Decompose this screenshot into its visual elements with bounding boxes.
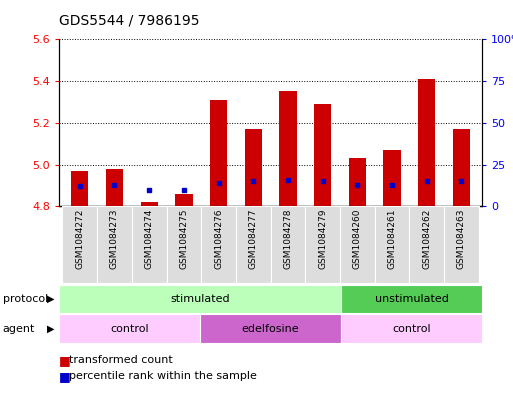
Text: GDS5544 / 7986195: GDS5544 / 7986195 [59, 14, 200, 28]
Text: ▶: ▶ [47, 294, 55, 304]
Text: control: control [110, 323, 149, 334]
Text: GSM1084277: GSM1084277 [249, 209, 258, 269]
Text: protocol: protocol [3, 294, 48, 304]
Bar [279, 92, 297, 206]
Bar [200, 314, 341, 343]
Bar [106, 169, 123, 206]
Text: ■: ■ [59, 369, 71, 383]
Bar [340, 206, 374, 283]
Bar [383, 150, 401, 206]
Bar [341, 314, 482, 343]
Text: GSM1084272: GSM1084272 [75, 209, 84, 269]
Bar [71, 171, 88, 206]
Bar [97, 206, 132, 283]
Text: ■: ■ [59, 354, 71, 367]
Bar [453, 129, 470, 206]
Text: percentile rank within the sample: percentile rank within the sample [69, 371, 257, 381]
Bar [141, 202, 158, 206]
Text: GSM1084261: GSM1084261 [387, 209, 397, 269]
Bar [418, 79, 436, 206]
Text: GSM1084262: GSM1084262 [422, 209, 431, 269]
Text: GSM1084273: GSM1084273 [110, 209, 119, 269]
Bar [175, 194, 192, 206]
Bar [245, 129, 262, 206]
Bar [314, 104, 331, 206]
Bar [63, 206, 97, 283]
Text: GSM1084279: GSM1084279 [318, 209, 327, 269]
Text: unstimulated: unstimulated [374, 294, 449, 304]
Text: GSM1084260: GSM1084260 [353, 209, 362, 269]
Bar [201, 206, 236, 283]
Text: GSM1084278: GSM1084278 [284, 209, 292, 269]
Bar [59, 314, 200, 343]
Text: GSM1084263: GSM1084263 [457, 209, 466, 269]
Bar [374, 206, 409, 283]
Text: GSM1084276: GSM1084276 [214, 209, 223, 269]
Text: ▶: ▶ [47, 323, 55, 334]
Bar [349, 158, 366, 206]
Bar [305, 206, 340, 283]
Bar [236, 206, 271, 283]
Bar [132, 206, 167, 283]
Bar [59, 285, 341, 313]
Text: agent: agent [3, 323, 35, 334]
Text: control: control [392, 323, 431, 334]
Text: transformed count: transformed count [69, 355, 173, 365]
Bar [167, 206, 201, 283]
Bar [210, 100, 227, 206]
Bar [444, 206, 479, 283]
Text: GSM1084275: GSM1084275 [180, 209, 188, 269]
Bar [341, 285, 482, 313]
Text: GSM1084274: GSM1084274 [145, 209, 154, 269]
Text: stimulated: stimulated [170, 294, 230, 304]
Text: edelfosine: edelfosine [242, 323, 300, 334]
Bar [271, 206, 305, 283]
Bar [409, 206, 444, 283]
